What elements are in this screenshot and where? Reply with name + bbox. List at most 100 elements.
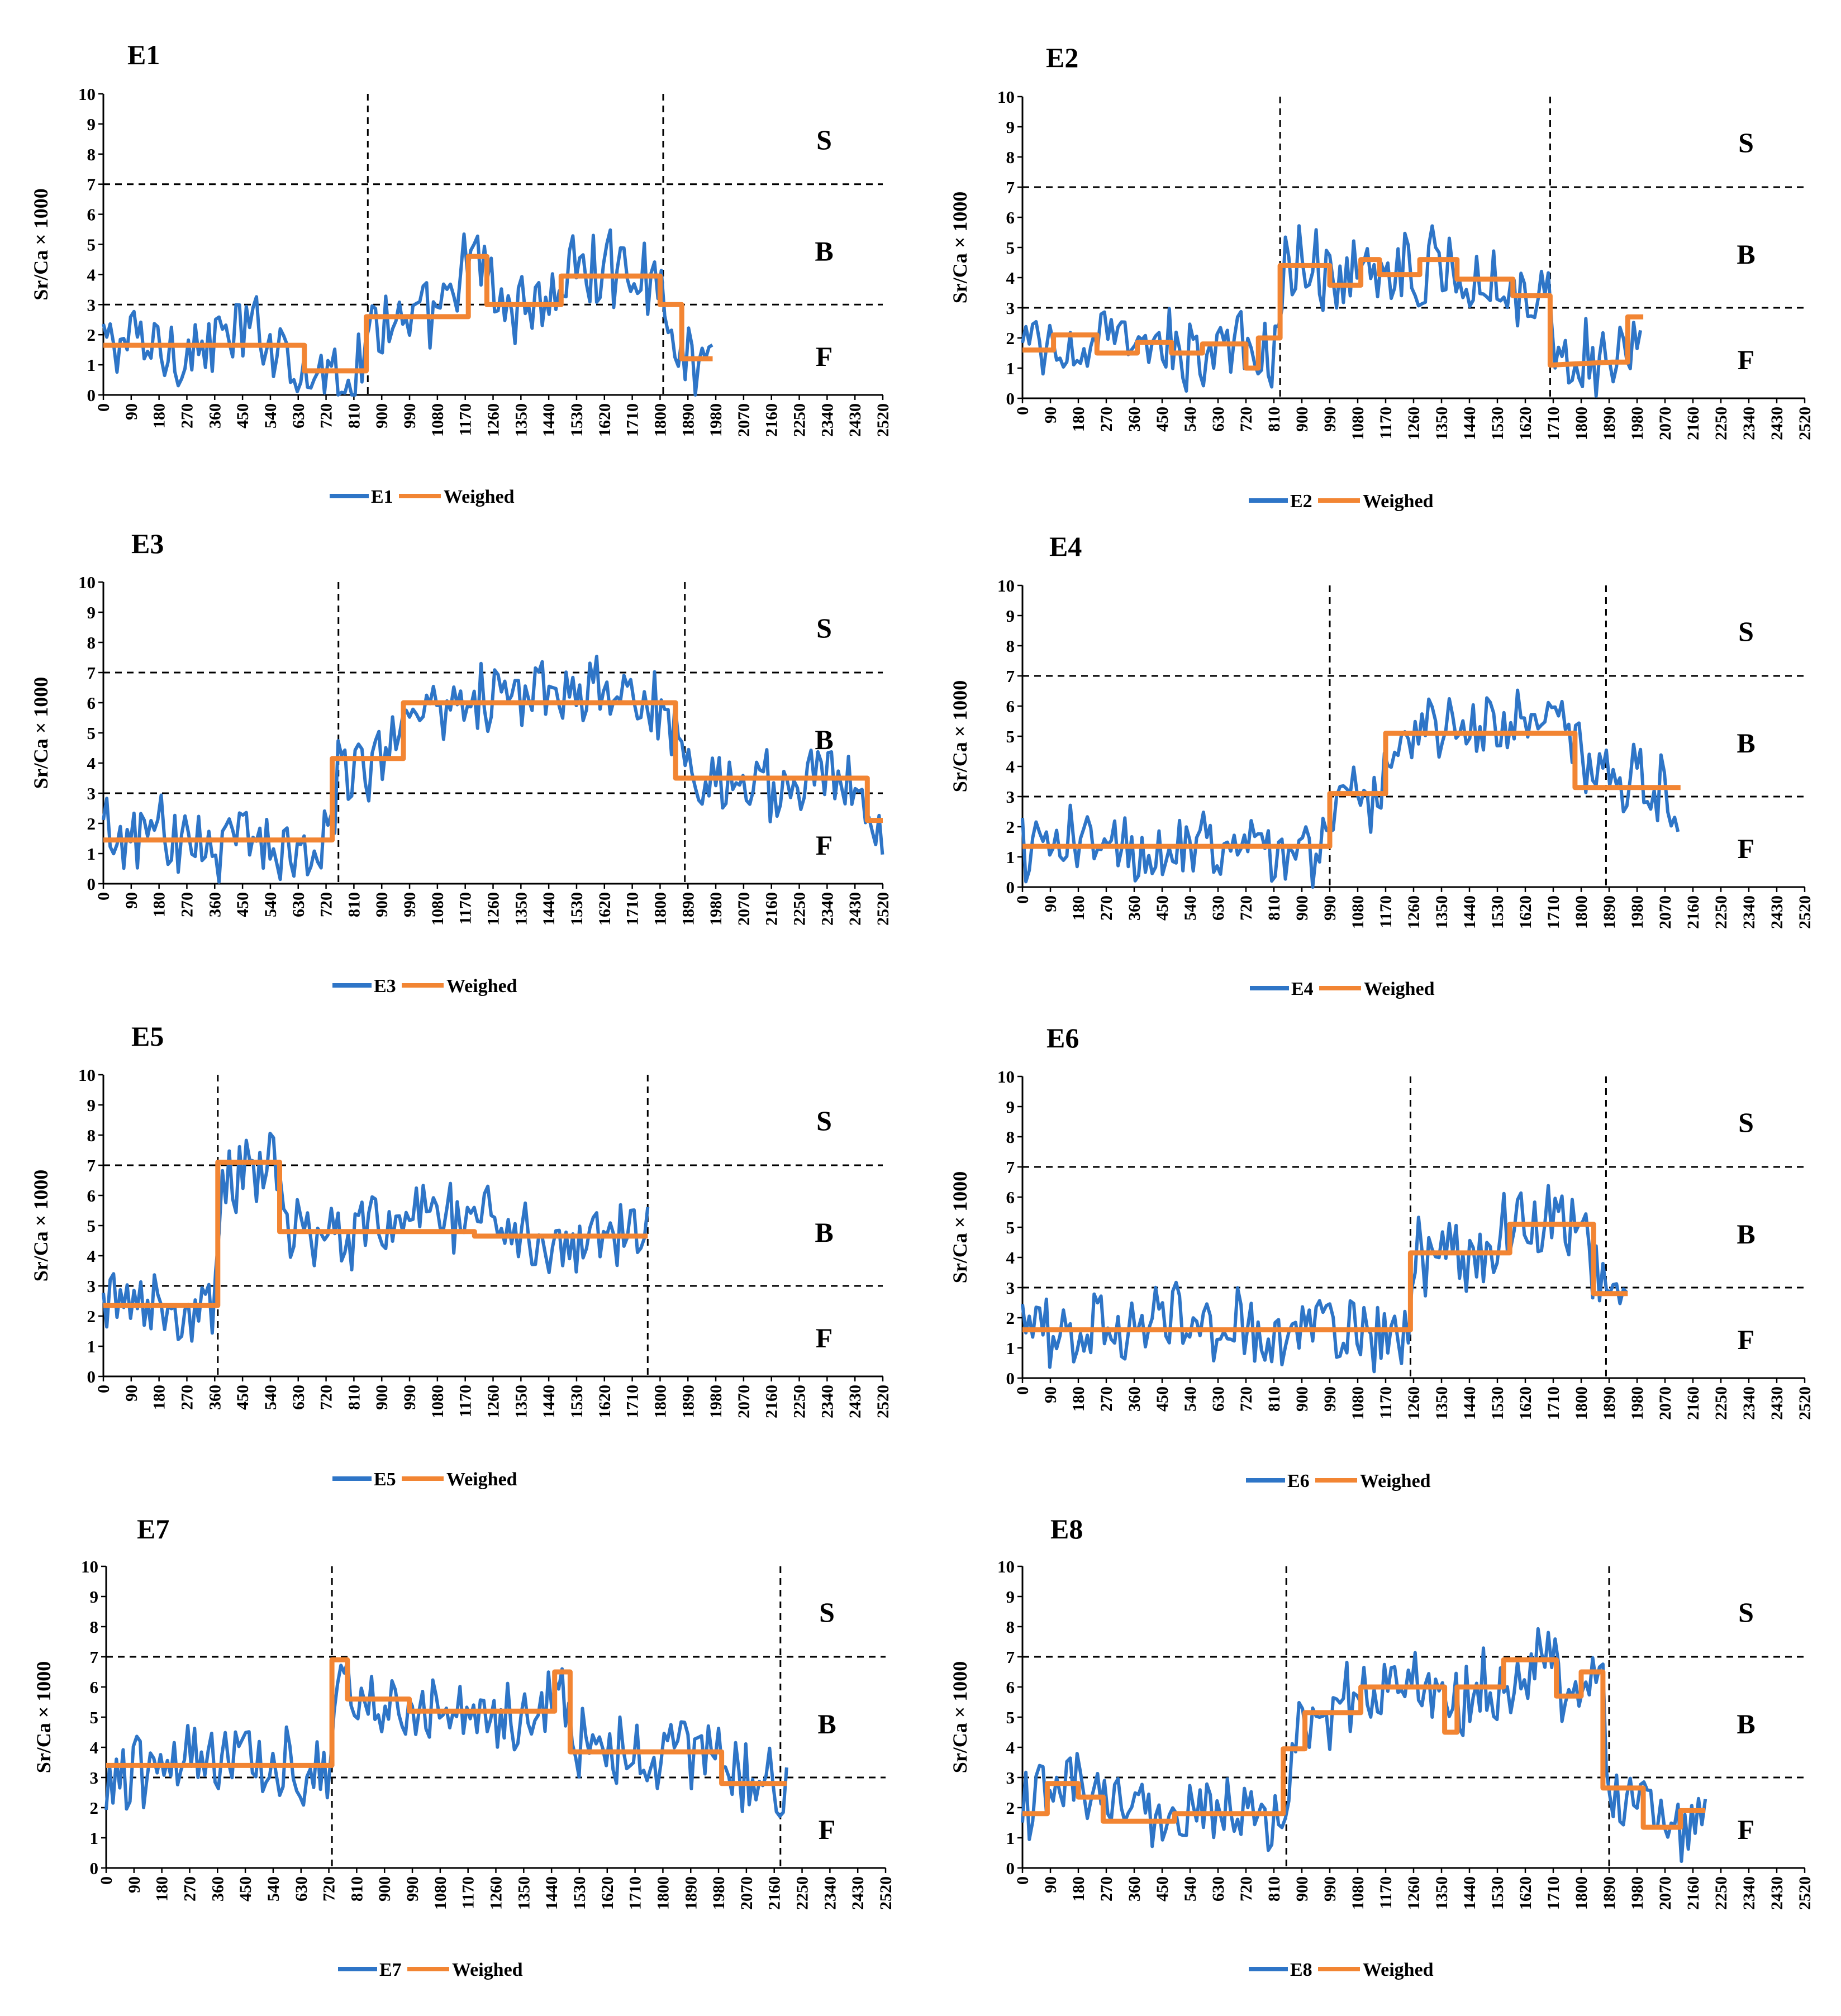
legend: E4 Weighed	[1250, 979, 1435, 999]
x-tick-label: 2250	[791, 892, 809, 926]
x-tick-label: 1800	[651, 1385, 669, 1418]
y-tick-label: 0	[1006, 1369, 1015, 1388]
x-tick-label: 1890	[679, 1385, 697, 1418]
y-tick-label: 6	[87, 205, 96, 225]
x-tick-label: 1530	[568, 1385, 586, 1418]
x-tick-label: 2070	[1656, 1876, 1674, 1910]
y-tick-label: 0	[87, 1367, 96, 1386]
y-tick-label: 10	[997, 1067, 1015, 1086]
x-tick-label: 1350	[512, 403, 530, 437]
y-tick-label: 2	[1006, 1798, 1015, 1818]
zone-label-B: B	[817, 1708, 836, 1739]
x-tick-label: 1710	[1544, 1876, 1563, 1910]
y-tick-label: 10	[78, 1065, 96, 1085]
x-tick-label: 2430	[1768, 1386, 1786, 1420]
x-tick-label: 2430	[846, 892, 864, 926]
x-tick-label: 540	[1181, 895, 1200, 921]
x-tick-label: 1890	[1600, 1386, 1619, 1420]
x-tick-label: 450	[234, 1385, 252, 1410]
x-tick-label: 270	[1097, 1386, 1116, 1412]
zone-label-B: B	[815, 724, 833, 755]
x-tick-label: 720	[320, 1876, 339, 1901]
chart-E4: E4 Sr/Ca × 1000 0 1 2 3 4 5 6 7 8 9 10 0 90 180 270 360 45…	[949, 531, 1814, 999]
y-tick-label: 9	[87, 115, 96, 134]
x-tick-label: 450	[234, 403, 252, 428]
x-tick-label: 1350	[1433, 1386, 1451, 1420]
y-tick-label: 9	[1006, 117, 1015, 137]
x-tick-label: 1620	[596, 1385, 614, 1418]
y-tick-label: 6	[87, 1186, 96, 1205]
x-tick-label: 1890	[1600, 895, 1619, 929]
y-tick-label: 8	[1006, 147, 1015, 167]
x-tick-label: 1440	[1461, 895, 1479, 929]
legend-label-weighed: Weighed	[444, 487, 515, 507]
x-tick-label: 1710	[624, 892, 642, 926]
x-tick-label: 1980	[707, 403, 725, 437]
zone-label-F: F	[816, 830, 833, 861]
y-tick-label: 1	[1006, 1338, 1015, 1358]
x-tick-label: 450	[234, 892, 252, 917]
x-tick-label: 0	[1014, 1386, 1032, 1395]
y-tick-label: 9	[1006, 1587, 1015, 1607]
zone-label-B: B	[1737, 239, 1755, 270]
x-tick-label: 1260	[484, 892, 503, 926]
y-tick-label: 5	[87, 235, 96, 255]
y-tick-label: 9	[87, 603, 96, 622]
y-tick-label: 1	[1006, 1828, 1015, 1848]
series-line-E1	[102, 228, 713, 397]
x-tick-label: 1800	[1572, 895, 1591, 929]
weighed-line	[1022, 1222, 1628, 1333]
y-tick-label: 4	[87, 265, 96, 284]
x-tick-label: 810	[345, 892, 363, 917]
x-tick-label: 1710	[1544, 407, 1563, 440]
x-tick-label: 2520	[874, 1385, 892, 1418]
x-tick-label: 1080	[1349, 1386, 1367, 1420]
x-tick-label: 720	[1237, 1386, 1255, 1412]
x-tick-label: 1080	[1349, 895, 1367, 929]
legend-label-weighed: Weighed	[1363, 491, 1434, 512]
x-tick-label: 270	[1097, 407, 1116, 432]
x-tick-label: 630	[1209, 1876, 1228, 1901]
x-tick-label: 2340	[1740, 1876, 1758, 1910]
x-tick-label: 1890	[682, 1876, 700, 1910]
y-tick-label: 10	[78, 573, 96, 592]
zone-label-B: B	[815, 1217, 833, 1248]
x-tick-label: 1890	[679, 892, 697, 926]
y-tick-label: 8	[87, 145, 96, 164]
x-tick-label: 90	[122, 403, 141, 420]
x-tick-label: 0	[1014, 895, 1032, 904]
y-tick-label: 6	[1006, 1677, 1015, 1697]
x-tick-label: 2160	[765, 1876, 784, 1910]
legend: E2 Weighed	[1249, 491, 1434, 512]
zone-label-F: F	[1738, 1324, 1755, 1355]
chart-title: E5	[131, 1021, 164, 1052]
y-tick-label: 2	[1006, 328, 1015, 348]
y-tick-label: 5	[1006, 727, 1015, 746]
legend: E3 Weighed	[332, 976, 517, 997]
x-tick-label: 2250	[1712, 1876, 1730, 1910]
y-tick-label: 9	[90, 1587, 99, 1607]
x-tick-label: 180	[150, 1385, 169, 1410]
legend-label-series: E7	[379, 1960, 402, 1980]
x-tick-label: 2340	[821, 1876, 839, 1910]
y-tick-label: 6	[1006, 208, 1015, 227]
x-tick-label: 1170	[1377, 1386, 1395, 1419]
x-tick-label: 2070	[735, 1385, 753, 1418]
x-tick-label: 1800	[1572, 1876, 1591, 1910]
y-tick-label: 5	[1006, 238, 1015, 258]
x-tick-label: 2430	[1768, 1876, 1786, 1910]
x-tick-label: 1980	[1628, 895, 1647, 929]
y-tick-label: 0	[1006, 1858, 1015, 1878]
zone-label-S: S	[1738, 1596, 1754, 1628]
legend-label-series: E1	[371, 487, 393, 507]
chart-title: E3	[131, 528, 164, 559]
x-tick-label: 2070	[1656, 895, 1674, 929]
x-tick-label: 270	[1097, 1876, 1116, 1901]
x-tick-label: 900	[373, 1385, 391, 1410]
y-tick-label: 6	[90, 1677, 99, 1697]
x-tick-label: 2340	[1740, 1386, 1758, 1420]
weighed-line	[1022, 731, 1681, 849]
chart-title: E7	[137, 1513, 169, 1545]
x-tick-label: 2250	[791, 403, 809, 437]
y-tick-label: 10	[81, 1557, 98, 1576]
